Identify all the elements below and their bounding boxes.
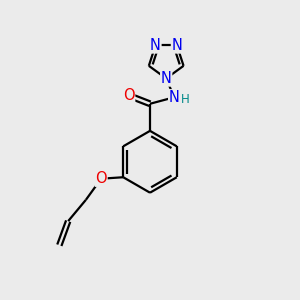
Text: N: N [172,38,182,53]
Text: N: N [161,71,172,86]
Text: N: N [150,38,161,53]
Text: H: H [181,93,190,106]
Text: N: N [169,90,180,105]
Text: O: O [95,171,107,186]
Text: O: O [123,88,135,103]
